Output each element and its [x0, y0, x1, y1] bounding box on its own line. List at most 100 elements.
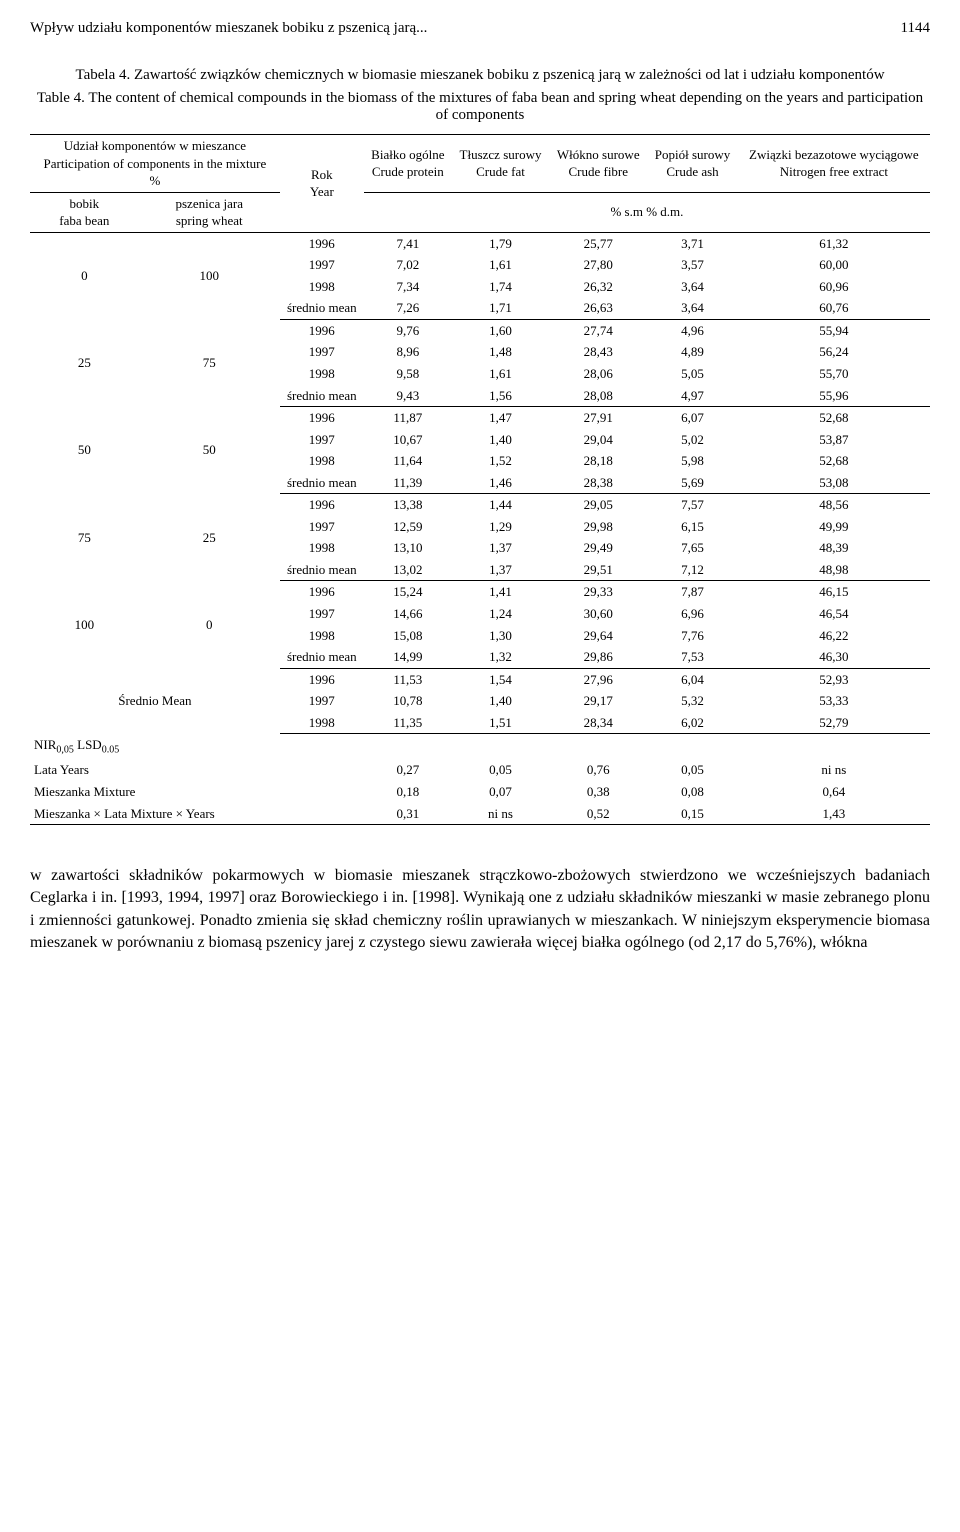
- cell-value: 26,32: [549, 276, 647, 298]
- cell-value: 7,76: [647, 625, 737, 647]
- table-row: 257519969,761,6027,744,9655,94: [30, 319, 930, 341]
- cell-value: 28,43: [549, 341, 647, 363]
- cell-empty: [738, 734, 930, 760]
- data-table: Udział komponentów w mieszance Participa…: [30, 134, 930, 825]
- cell-value: 1,48: [452, 341, 549, 363]
- cell-value: 25,77: [549, 232, 647, 254]
- cell-value: 48,56: [738, 494, 930, 516]
- cell-year: 1996: [280, 494, 364, 516]
- running-title: Wpływ udziału komponentów mieszanek bobi…: [30, 20, 427, 37]
- cell-value: 7,02: [364, 254, 452, 276]
- cell-value: 1,56: [452, 385, 549, 407]
- cell-year: 1996: [280, 581, 364, 603]
- cell-value: 1,30: [452, 625, 549, 647]
- sub-pszenica: pszenica jara spring wheat: [139, 192, 280, 232]
- cell-value: 0,76: [549, 759, 647, 781]
- cell-value: 53,08: [738, 472, 930, 494]
- cell-year: 1998: [280, 363, 364, 385]
- col-nfe: Związki bezazotowe wyciągowe Nitrogen fr…: [738, 135, 930, 193]
- th-text: pszenica jara: [175, 196, 242, 211]
- col-ash: Popiół surowy Crude ash: [647, 135, 737, 193]
- cell-value: 12,59: [364, 516, 452, 538]
- cell-value: 5,05: [647, 363, 737, 385]
- cell-value: 3,64: [647, 297, 737, 319]
- cell-value: 6,96: [647, 603, 737, 625]
- cell-year: 1997: [280, 690, 364, 712]
- cell-value: 11,64: [364, 450, 452, 472]
- cell-empty: [364, 734, 452, 760]
- cell-value: 29,51: [549, 559, 647, 581]
- cell-value: 1,71: [452, 297, 549, 319]
- col-fat: Tłuszcz surowy Crude fat: [452, 135, 549, 193]
- cell-value: 1,51: [452, 712, 549, 734]
- cell-value: 55,70: [738, 363, 930, 385]
- units-row: % s.m % d.m.: [364, 192, 930, 232]
- body-paragraph: w zawartości składników pokarmowych w bi…: [30, 865, 930, 955]
- cell-value: 0,52: [549, 803, 647, 825]
- cell-value: 5,02: [647, 429, 737, 451]
- cell-year: 1996: [280, 232, 364, 254]
- cell-value: 0,15: [647, 803, 737, 825]
- cell-value: 8,96: [364, 341, 452, 363]
- cell-year: średnio mean: [280, 297, 364, 319]
- cell-pszenica: 0: [139, 581, 280, 668]
- th-text: Związki bezazotowe wyciągowe: [749, 147, 919, 162]
- cell-value: 7,87: [647, 581, 737, 603]
- cell-value: 11,39: [364, 472, 452, 494]
- cell-value: 48,39: [738, 537, 930, 559]
- cell-value: 3,57: [647, 254, 737, 276]
- col-participation: Udział komponentów w mieszance Participa…: [30, 135, 280, 193]
- table-row: 5050199611,871,4727,916,0752,68: [30, 407, 930, 429]
- cell-value: 0,18: [364, 781, 452, 803]
- sub-bobik: bobik faba bean: [30, 192, 139, 232]
- cell-bobik: 75: [30, 494, 139, 581]
- cell-value: 60,00: [738, 254, 930, 276]
- cell-value: 1,37: [452, 537, 549, 559]
- cell-value: 46,30: [738, 646, 930, 668]
- cell-value: 52,79: [738, 712, 930, 734]
- cell-value: 49,99: [738, 516, 930, 538]
- cell-value: 3,64: [647, 276, 737, 298]
- cell-lsd-row-label: Mieszanka Mixture: [30, 781, 364, 803]
- cell-value: 11,35: [364, 712, 452, 734]
- th-text: Participation of components in the mixtu…: [44, 156, 267, 171]
- cell-value: 9,58: [364, 363, 452, 385]
- cell-lsd-row-label: Lata Years: [30, 759, 364, 781]
- cell-value: 0,27: [364, 759, 452, 781]
- cell-value: 56,24: [738, 341, 930, 363]
- cell-value: 1,60: [452, 319, 549, 341]
- cell-pszenica: 50: [139, 407, 280, 494]
- cell-value: 6,15: [647, 516, 737, 538]
- table-row: NIR0,05 LSD0.05: [30, 734, 930, 760]
- table-row: Mieszanka × Lata Mixture × Years0,31ni n…: [30, 803, 930, 825]
- cell-year: 1997: [280, 341, 364, 363]
- cell-value: 7,41: [364, 232, 452, 254]
- cell-value: 13,02: [364, 559, 452, 581]
- cell-year: średnio mean: [280, 472, 364, 494]
- cell-year: 1998: [280, 537, 364, 559]
- cell-value: 28,08: [549, 385, 647, 407]
- cell-value: 29,49: [549, 537, 647, 559]
- cell-value: 5,32: [647, 690, 737, 712]
- cell-value: ni ns: [738, 759, 930, 781]
- table-row: 010019967,411,7925,773,7161,32: [30, 232, 930, 254]
- cell-value: 28,18: [549, 450, 647, 472]
- cell-value: 14,99: [364, 646, 452, 668]
- col-protein: Białko ogólne Crude protein: [364, 135, 452, 193]
- cell-value: 3,71: [647, 232, 737, 254]
- cell-value: 60,76: [738, 297, 930, 319]
- cell-value: 48,98: [738, 559, 930, 581]
- cell-value: 53,33: [738, 690, 930, 712]
- page-number: 1144: [901, 20, 930, 37]
- cell-value: 6,02: [647, 712, 737, 734]
- cell-value: 1,29: [452, 516, 549, 538]
- cell-value: 61,32: [738, 232, 930, 254]
- cell-value: 30,60: [549, 603, 647, 625]
- cell-value: 26,63: [549, 297, 647, 319]
- cell-value: 1,47: [452, 407, 549, 429]
- th-text: Włókno surowe: [557, 147, 640, 162]
- th-text: faba bean: [59, 213, 109, 228]
- cell-value: 53,87: [738, 429, 930, 451]
- cell-value: 13,38: [364, 494, 452, 516]
- th-text: Tłuszcz surowy: [460, 147, 542, 162]
